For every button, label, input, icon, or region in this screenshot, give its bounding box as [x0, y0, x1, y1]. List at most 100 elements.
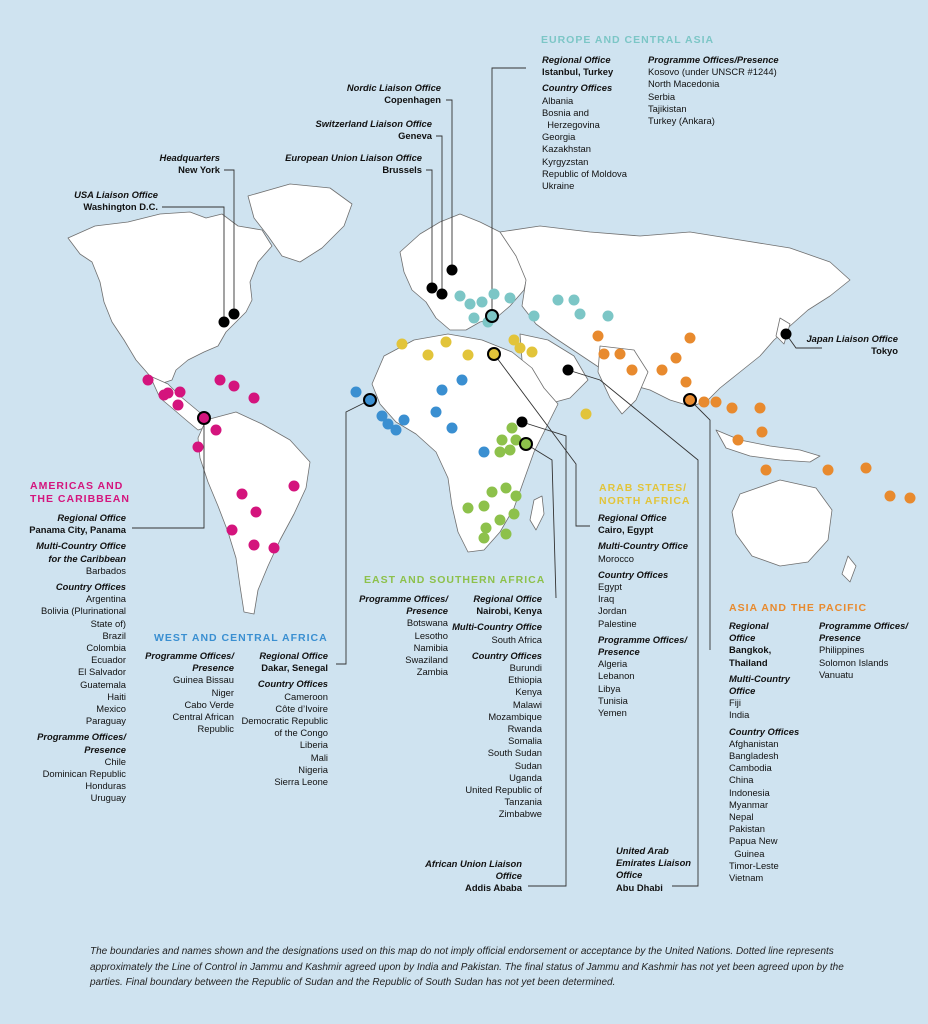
list-item: Algeria [598, 658, 628, 670]
office-dot [462, 502, 474, 514]
north-america-landmass [67, 211, 273, 385]
list-item: Ethiopia [508, 674, 542, 686]
office-dot [488, 288, 500, 300]
liaison-au: African Union Liaison Office Addis Ababa [425, 858, 522, 894]
list-item: Nigeria [298, 763, 328, 775]
list-item: Serbia [648, 90, 676, 102]
office-dot [480, 522, 492, 534]
office-dot [210, 424, 222, 436]
list-item: Rwanda [507, 723, 542, 735]
leader-line-panama [132, 418, 205, 529]
liaison-uae: United Arab Emirates Liaison Office Abu … [616, 845, 692, 893]
leader-line-geneva [436, 135, 443, 294]
list-item: Guatemala [80, 678, 126, 690]
greenland-landmass [247, 183, 353, 263]
leader-line-washington [162, 206, 225, 322]
office-dot [390, 424, 402, 436]
office-dot [500, 528, 512, 540]
office-dot [626, 364, 638, 376]
office-dot [248, 539, 260, 551]
office-dot [602, 310, 614, 322]
list-item: Argentina [85, 593, 126, 605]
list-item: Lesotho [414, 629, 448, 641]
office-dot [436, 384, 448, 396]
americas-country-list: Argentina Bolivia (Plurinational State of)… [20, 593, 126, 727]
region-heading-wca: WEST AND CENTRAL AFRICA [154, 632, 328, 644]
office-dot [598, 348, 610, 360]
office-dot [884, 490, 896, 502]
list-item: Kosovo (under UNSCR #1244) [648, 66, 777, 78]
list-item: India [729, 709, 750, 721]
esa-programme-block: Programme Offices/ Presence Botswana Leso… [352, 593, 448, 678]
office-dot [486, 486, 498, 498]
esa-regional-block: Regional Office Nairobi, Kenya Multi-Cou… [450, 593, 542, 821]
office-dot [440, 336, 452, 348]
list-item: Brazil [102, 629, 126, 641]
list-item: Fiji [729, 697, 741, 709]
list-item: Mali [310, 751, 328, 763]
list-item: Tunisia [598, 694, 628, 706]
list-item: Indonesia [729, 786, 770, 798]
liaison-hq: Headquarters New York [159, 152, 220, 176]
list-item: Democratic Republic [241, 715, 329, 727]
list-item: El Salvador [78, 666, 126, 678]
list-item: Libya [598, 682, 621, 694]
madagascar-landmass [529, 495, 545, 531]
office-dot [528, 310, 540, 322]
office-dot [592, 330, 604, 342]
leader-line-newyork [224, 169, 235, 314]
europe-regional-block: Regional Office Istanbul, Turkey Country… [542, 54, 627, 192]
office-dot [732, 434, 744, 446]
list-item: Bosnia and [542, 106, 589, 118]
asia-landmass [499, 225, 851, 407]
list-item: Egypt [598, 581, 622, 593]
office-dot [250, 506, 262, 518]
leader-line-tokyo [785, 333, 822, 349]
list-item: Barbados [85, 564, 126, 576]
list-item: Herzegovina [542, 119, 600, 131]
office-dot [500, 482, 512, 494]
office-dot [446, 422, 458, 434]
arab-block: Regional Office Cairo, Egypt Multi-Count… [598, 512, 688, 719]
list-item: Bangladesh [729, 750, 779, 762]
europe-programme-list: Kosovo (under UNSCR #1244) North Macedoni… [648, 66, 779, 127]
leader-line-abudhabi [567, 369, 699, 887]
list-item: of the Congo [274, 727, 328, 739]
regional-office-dot [683, 393, 697, 407]
liaison-switzerland: Switzerland Liaison Office Geneva [315, 118, 432, 142]
office-dot [468, 312, 480, 324]
list-item: Somalia [508, 735, 542, 747]
list-item: Iraq [598, 593, 615, 605]
office-dot [510, 434, 522, 446]
list-item: Pakistan [729, 823, 765, 835]
office-dot [506, 422, 518, 434]
office-dot [288, 480, 300, 492]
leader-line-dakar [336, 399, 371, 665]
new-zealand-landmass [841, 555, 857, 583]
office-dot [508, 508, 520, 520]
list-item: Palestine [598, 617, 637, 629]
office-dot [476, 296, 488, 308]
list-item: Mexico [96, 703, 126, 715]
list-item: Papua New [729, 835, 778, 847]
office-dot [430, 406, 442, 418]
list-item: Cabo Verde [184, 698, 234, 710]
list-item: Lebanon [598, 670, 635, 682]
office-dot [526, 346, 538, 358]
list-item: Namibia [413, 641, 448, 653]
office-dot [478, 532, 490, 544]
region-heading-americas: AMERICAS AND THE CARIBBEAN [30, 480, 130, 505]
list-item: Uruguay [90, 792, 126, 804]
office-dot [248, 392, 260, 404]
india-landmass [597, 345, 649, 415]
liaison-dot [426, 282, 438, 294]
list-item: Zimbabwe [498, 808, 542, 820]
office-dot [504, 444, 516, 456]
office-dot [382, 418, 394, 430]
office-dot [376, 410, 388, 422]
list-item: Morocco [598, 552, 634, 564]
list-item: Afghanistan [729, 737, 779, 749]
list-item: Philippines [819, 644, 865, 656]
office-dot [504, 292, 516, 304]
